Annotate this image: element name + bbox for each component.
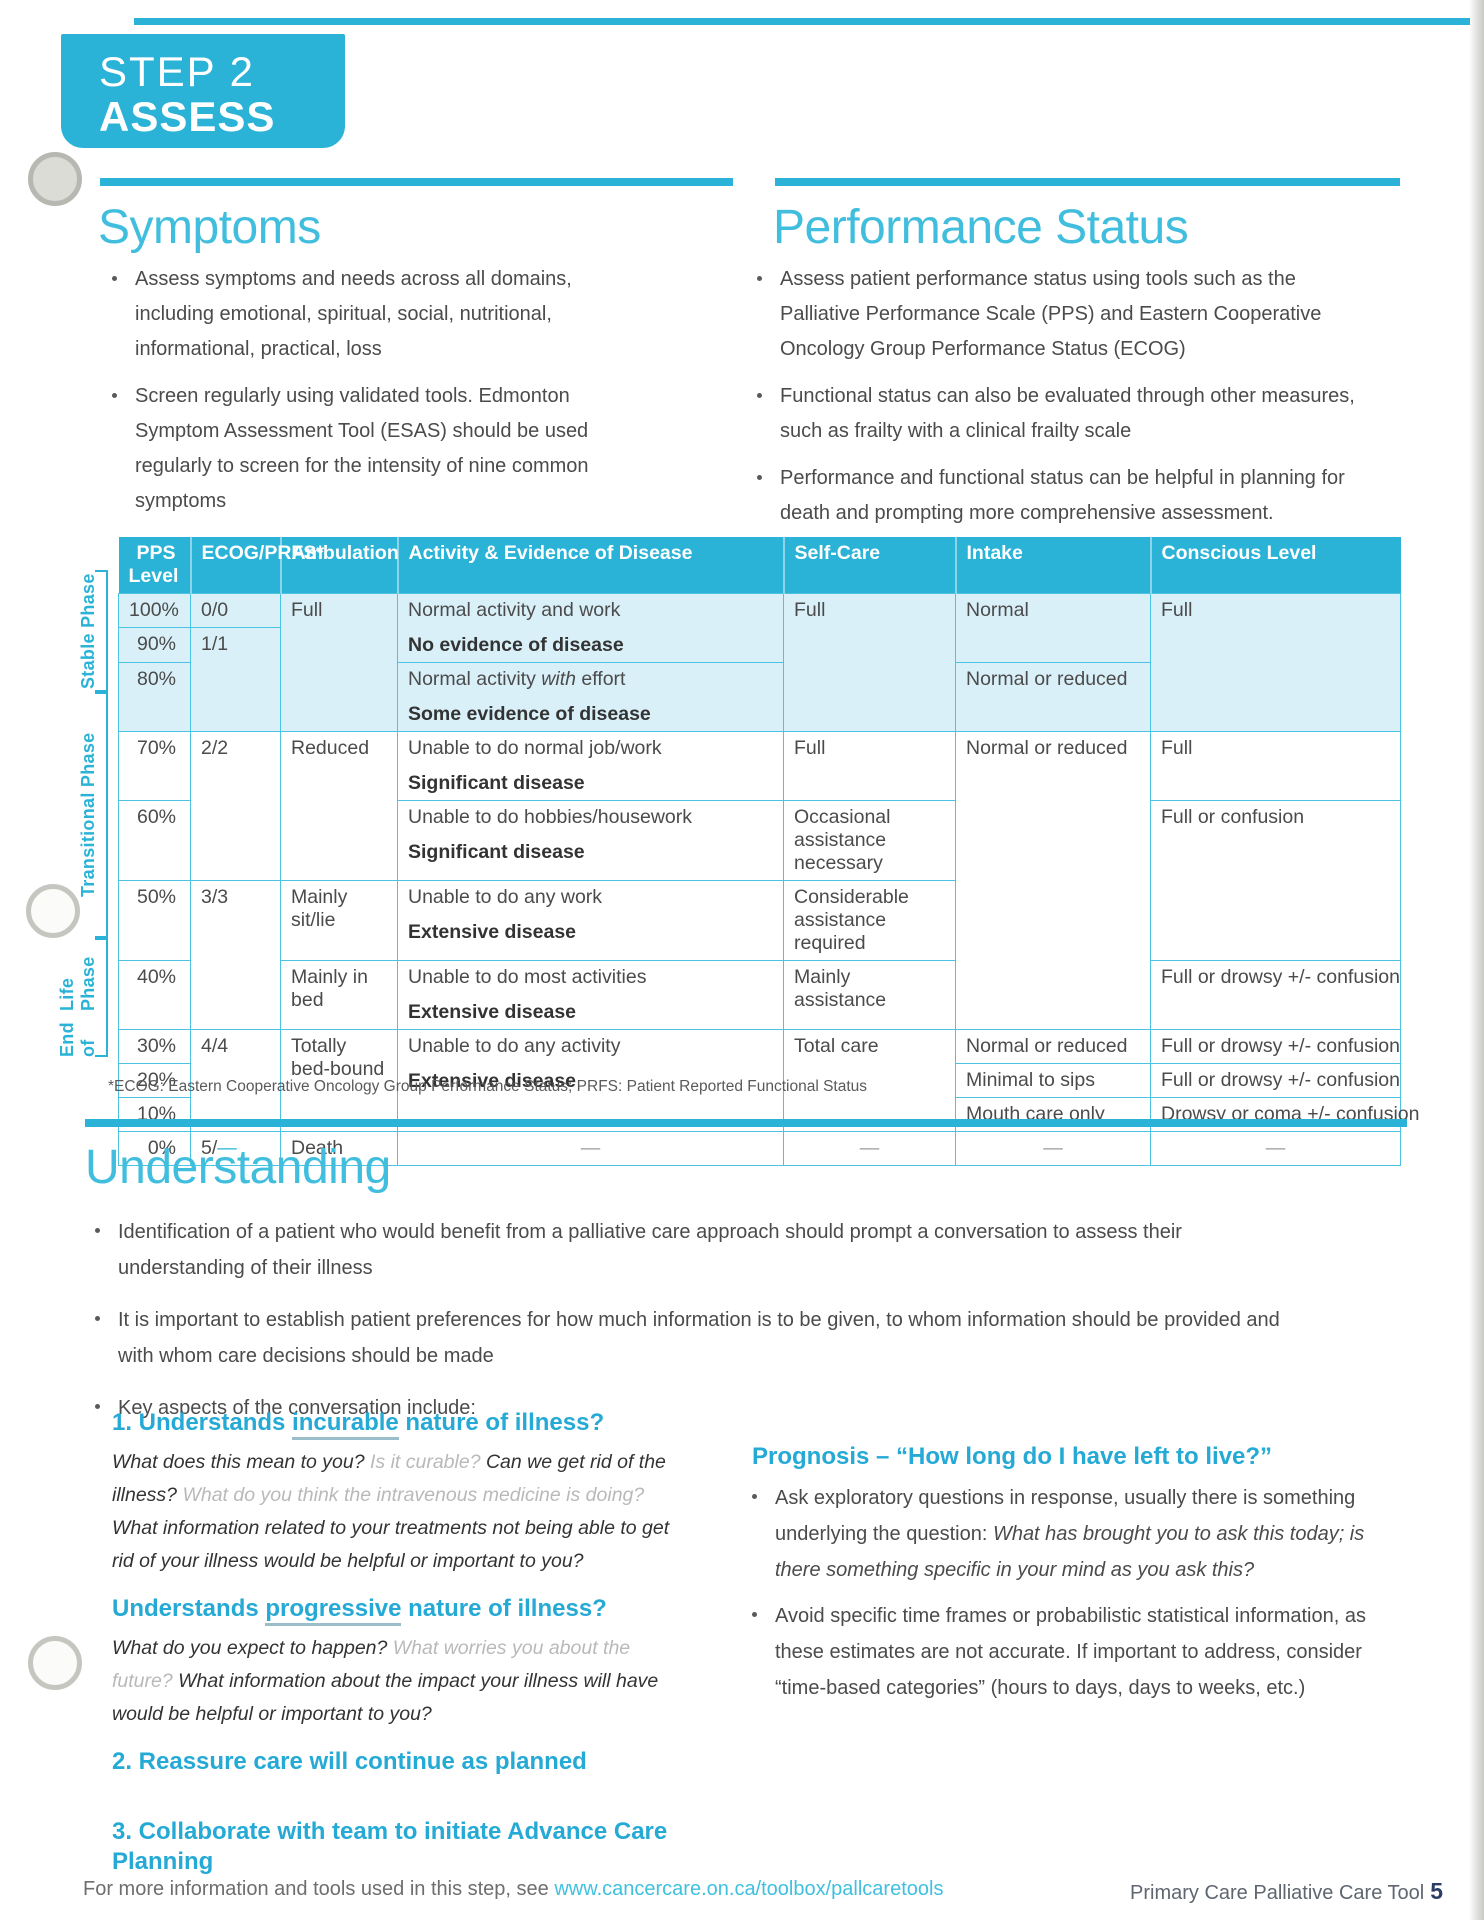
- phase-bracket-stable: Stable Phase: [58, 570, 116, 692]
- understanding-section: Identification of a patient who would be…: [95, 1214, 1335, 1442]
- conversation-items-column: 1. Understands incurable nature of illne…: [112, 1408, 737, 1885]
- page-number: 5: [1430, 1878, 1443, 1904]
- list-item: Assess patient performance status using …: [757, 262, 1387, 367]
- bracket-line: [106, 938, 108, 1057]
- col-header-ecog: ECOG/PRFS*: [189, 537, 324, 594]
- bracket-line: [106, 570, 108, 692]
- table-row: 80% Normal activity with effort Some evi…: [118, 662, 1401, 732]
- step-label: STEP 2: [99, 48, 255, 95]
- symptoms-bullet-2: Screen regularly using validated tools. …: [135, 385, 589, 512]
- list-item: Screen regularly using validated tools. …: [112, 379, 657, 519]
- table-row: 90% 1/1: [118, 627, 1401, 732]
- list-item: Identification of a patient who would be…: [95, 1214, 1335, 1286]
- bullet-dot: [757, 475, 762, 480]
- table-row: 0% 5/— Death — — — —: [118, 1131, 1401, 1166]
- punch-hole: [28, 1636, 82, 1690]
- step-badge: STEP 2 ASSESS: [61, 34, 345, 148]
- table-row: 70% 2/2 Reduced Unable to do normal job/…: [118, 731, 1401, 1030]
- col-header-intake: Intake: [954, 537, 1151, 594]
- col-header-pps: PPS Level: [118, 537, 191, 594]
- scan-edge-shadow: [1470, 0, 1484, 1920]
- item-3-heading: 3. Collaborate with team to initiate Adv…: [112, 1818, 668, 1875]
- bullet-dot: [757, 393, 762, 398]
- step-title: ASSESS: [99, 93, 276, 141]
- symptoms-divider: [100, 178, 733, 186]
- bullet-dot: [752, 1494, 757, 1499]
- table-footnote: *ECOG: Eastern Cooperative Oncology Grou…: [108, 1078, 868, 1095]
- bullet-dot: [752, 1612, 757, 1617]
- pps-table: PPS Level ECOG/PRFS* Ambulation Activity…: [118, 537, 1419, 1166]
- table-row: 60% Unable to do hobbies/housework Signi…: [118, 800, 1401, 961]
- bullet-dot: [95, 1228, 100, 1233]
- item-1-questions: What does this mean to you? Is it curabl…: [112, 1451, 670, 1572]
- list-item: Assess symptoms and needs across all dom…: [112, 262, 657, 367]
- performance-bullet-3: Performance and functional status can be…: [780, 467, 1345, 524]
- table-row: 30% 4/4 Totally bed-bound Unable to do a…: [118, 1029, 1401, 1132]
- list-item: Performance and functional status can be…: [757, 461, 1387, 531]
- col-header-selfcare: Self-Care: [782, 537, 956, 594]
- punch-hole: [26, 884, 80, 938]
- table-row: 50% 3/3 Mainly sit/lie Unable to do any …: [118, 880, 1401, 1030]
- page-footer: For more information and tools used in t…: [83, 1878, 1443, 1904]
- bullet-dot: [112, 276, 117, 281]
- understanding-bullet-1: Identification of a patient who would be…: [118, 1221, 1182, 1279]
- performance-bullet-1: Assess patient performance status using …: [780, 268, 1322, 360]
- punch-hole: [28, 152, 82, 206]
- symptoms-title: Symptoms: [98, 201, 321, 254]
- footer-text: For more information and tools used in t…: [83, 1878, 555, 1900]
- prognosis-column: Prognosis – “How long do I have left to …: [752, 1442, 1392, 1716]
- list-item: Key aspects of the conversation include:: [95, 1390, 1335, 1426]
- document-reference: Primary Care Palliative Care Tool 5: [1130, 1878, 1443, 1905]
- col-header-activity: Activity & Evidence of Disease: [396, 537, 784, 594]
- bullet-dot: [757, 276, 762, 281]
- table-header-row: PPS Level ECOG/PRFS* Ambulation Activity…: [118, 537, 1401, 594]
- performance-bullet-2: Functional status can also be evaluated …: [780, 385, 1355, 442]
- list-item: It is important to establish patient pre…: [95, 1302, 1335, 1374]
- bullet-dot: [95, 1316, 100, 1321]
- prognosis-bullet-1: Ask exploratory questions in response, u…: [775, 1487, 1365, 1581]
- understanding-divider: [85, 1119, 1407, 1127]
- performance-title: Performance Status: [773, 201, 1189, 254]
- item-1b-questions: What do you expect to happen? What worri…: [112, 1637, 659, 1725]
- list-item: Avoid specific time frames or probabilis…: [752, 1598, 1392, 1706]
- doc-label: Primary Care Palliative Care Tool: [1130, 1882, 1425, 1904]
- list-item: Functional status can also be evaluated …: [757, 379, 1387, 449]
- performance-section: Assess patient performance status using …: [757, 262, 1387, 543]
- table-row: 40% Mainly in bed Unable to do most acti…: [118, 960, 1401, 1030]
- list-item: Ask exploratory questions in response, u…: [752, 1480, 1392, 1588]
- bullet-dot: [112, 393, 117, 398]
- bracket-line: [106, 692, 108, 938]
- understanding-bullet-2: It is important to establish patient pre…: [118, 1309, 1280, 1367]
- phase-label-stable: Stable Phase: [78, 573, 98, 689]
- item-1b-heading: Understands progressive nature of illnes…: [112, 1594, 737, 1626]
- phase-label-transitional: Transitional Phase: [78, 732, 98, 898]
- item-1-heading: 1. Understands incurable nature of illne…: [112, 1408, 737, 1440]
- col-header-ambulation: Ambulation: [279, 537, 399, 594]
- prognosis-heading: Prognosis – “How long do I have left to …: [752, 1443, 1273, 1470]
- top-rule: [134, 18, 1474, 25]
- symptoms-bullet-1: Assess symptoms and needs across all dom…: [135, 268, 572, 360]
- prognosis-bullet-2: Avoid specific time frames or probabilis…: [775, 1605, 1366, 1699]
- table-row: 100% 0/0 Full Normal activity and work N…: [118, 593, 1401, 732]
- phase-bracket-end-of-life: End of Life Phase: [57, 938, 116, 1057]
- footer-link[interactable]: www.cancercare.on.ca/toolbox/pallcaretoo…: [554, 1878, 944, 1900]
- performance-divider: [775, 178, 1400, 186]
- phase-label-end-of-life: End of Life Phase: [57, 956, 98, 1057]
- understanding-title: Understanding: [85, 1141, 391, 1194]
- col-header-conscious: Conscious Level: [1149, 537, 1401, 594]
- phase-bracket-transitional: Transitional Phase: [58, 692, 116, 938]
- table-row: 20% Minimal to sips Full or drowsy +/- c…: [118, 1063, 1401, 1098]
- item-2-heading: 2. Reassure care will continue as planne…: [112, 1748, 587, 1775]
- understanding-bullet-3: Key aspects of the conversation include:: [118, 1397, 476, 1419]
- bullet-dot: [95, 1404, 100, 1409]
